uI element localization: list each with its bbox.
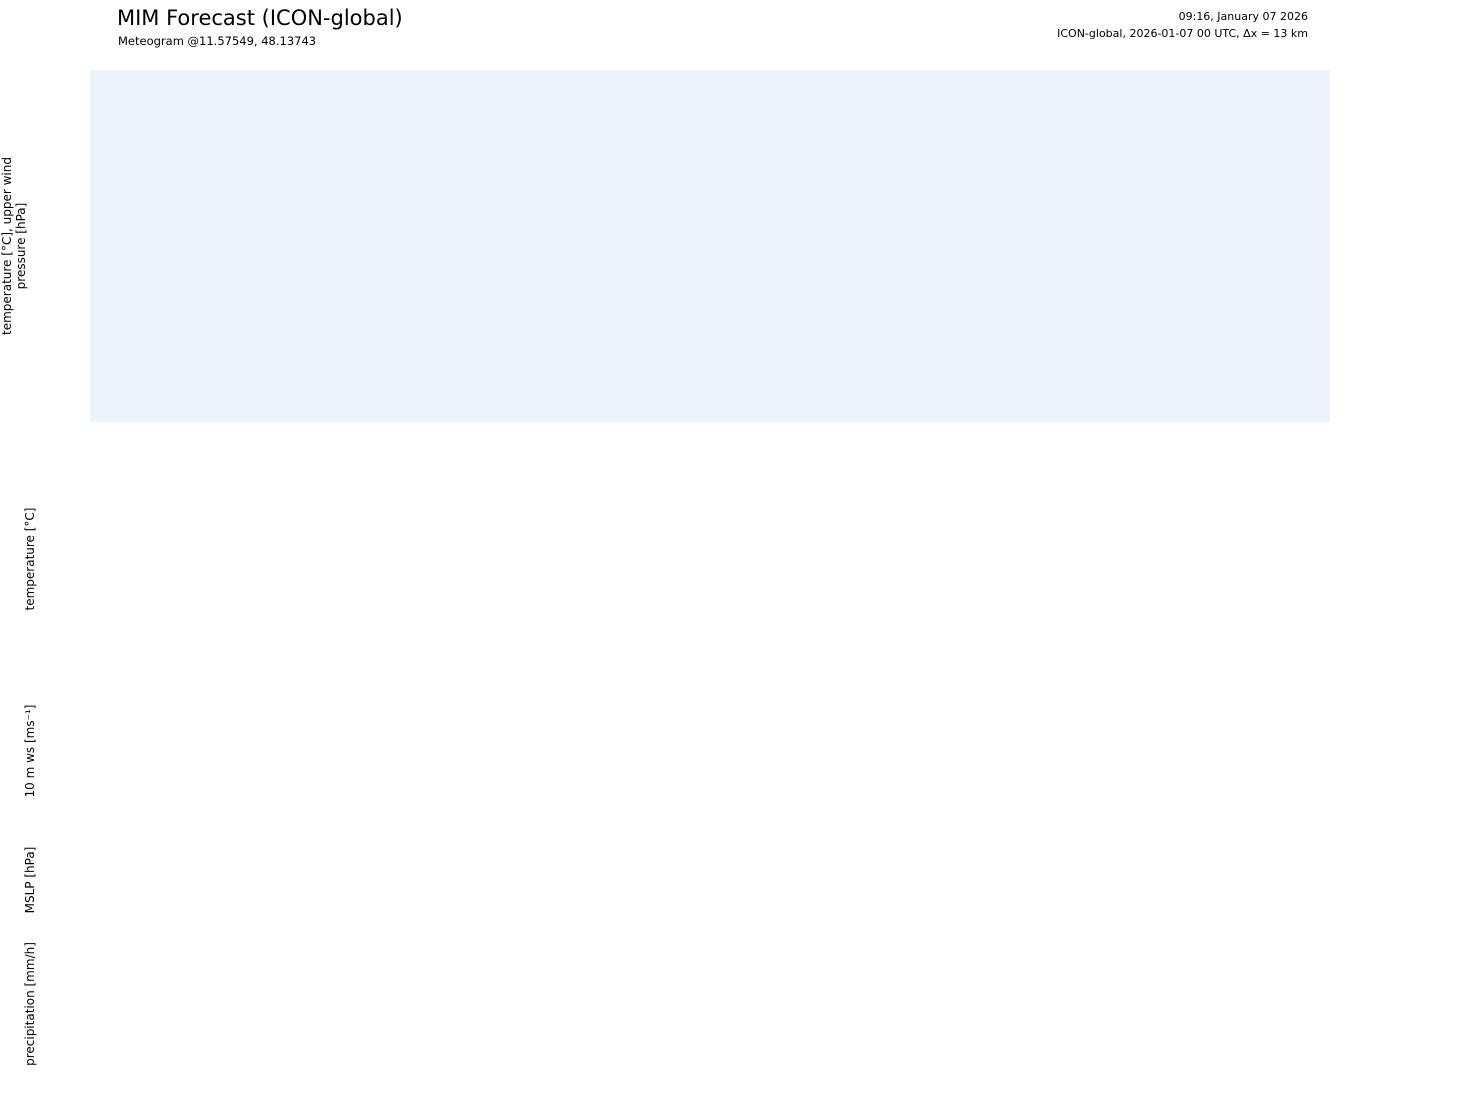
page-title: MIM Forecast (ICON-global) — [117, 6, 403, 30]
header-info: 09:16, January 07 2026 ICON-global, 2026… — [1057, 8, 1308, 42]
upper-air-ylabel: temperature [°C], upper wind pressure [h… — [0, 157, 28, 335]
mslp-panel — [40, 818, 1336, 952]
upper-air-panel — [90, 70, 1330, 422]
temperature-ylabel: temperature [°C] — [23, 507, 37, 611]
precipitation-panel — [40, 948, 1336, 1070]
wind-panel — [40, 692, 1336, 820]
creation-time: 09:16, January 07 2026 — [1178, 10, 1308, 23]
model-info: ICON-global, 2026-01-07 00 UTC, Δx = 13 … — [1057, 27, 1308, 41]
time-axis — [40, 1062, 1336, 1105]
humidity-colorbar — [1348, 55, 1469, 440]
temperature-panel — [40, 443, 1336, 684]
precip-ylabel: precipitation [mm/h] — [23, 942, 37, 1066]
page-subtitle: Meteogram @11.57549, 48.13743 — [118, 34, 317, 48]
